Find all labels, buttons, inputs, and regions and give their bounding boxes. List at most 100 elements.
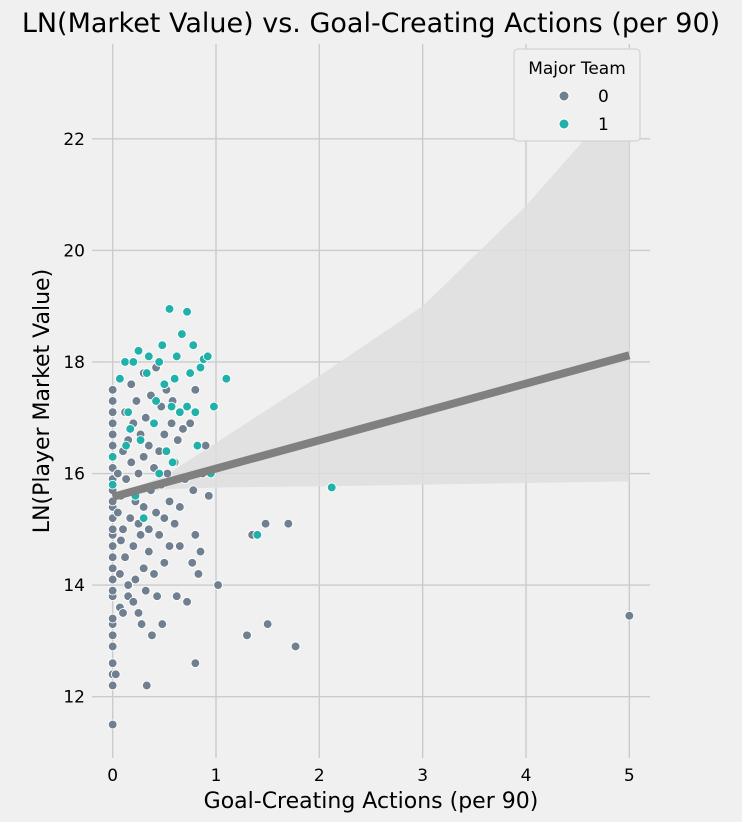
point-major-team-0	[107, 641, 118, 652]
point-major-team-0	[107, 384, 118, 395]
point-major-team-0	[200, 440, 211, 451]
point-major-team-0	[154, 530, 165, 540]
point-major-team-1	[154, 357, 165, 367]
x-tick-label: 5	[624, 766, 635, 786]
point-major-team-0	[159, 513, 170, 523]
point-major-team-0	[166, 418, 177, 429]
point-major-team-0	[152, 591, 162, 602]
point-major-team-0	[164, 541, 175, 551]
chart-title: LN(Market Value) vs. Goal-Creating Actio…	[22, 8, 720, 39]
point-major-team-0	[143, 440, 154, 451]
point-major-team-0	[149, 569, 159, 579]
point-major-team-1	[326, 482, 337, 493]
point-major-team-1	[169, 373, 180, 384]
point-major-team-0	[107, 418, 118, 429]
point-major-team-1	[154, 468, 165, 479]
point-major-team-0	[112, 507, 123, 518]
legend-frame	[513, 48, 641, 142]
point-major-team-0	[185, 418, 196, 429]
point-major-team-1	[182, 401, 192, 412]
scatter-points	[107, 304, 635, 730]
y-tick-label: 16	[63, 465, 85, 485]
point-major-team-0	[121, 474, 131, 484]
point-major-team-1	[115, 373, 125, 384]
point-major-team-0	[164, 496, 175, 507]
point-major-team-0	[138, 563, 149, 574]
point-major-team-1	[202, 351, 213, 362]
point-major-team-0	[107, 552, 118, 563]
point-major-team-1	[123, 407, 134, 418]
y-tick-label: 18	[63, 353, 85, 373]
point-major-team-1	[133, 345, 144, 356]
point-major-team-1	[185, 368, 196, 378]
point-major-team-0	[242, 630, 252, 641]
point-major-team-0	[190, 658, 201, 669]
legend-title: Major Team	[528, 59, 626, 79]
legend-marker-1	[558, 118, 570, 130]
point-major-team-0	[131, 396, 142, 406]
point-major-team-0	[178, 424, 188, 434]
point-major-team-0	[107, 585, 118, 596]
point-major-team-1	[125, 424, 136, 434]
x-tick-label: 4	[521, 766, 532, 786]
point-major-team-1	[164, 304, 175, 314]
point-major-team-0	[107, 563, 118, 574]
legend-marker-0	[558, 90, 570, 102]
point-major-team-0	[116, 535, 126, 546]
point-major-team-1	[171, 351, 182, 362]
point-major-team-0	[107, 429, 118, 440]
point-major-team-0	[126, 379, 137, 390]
point-major-team-1	[167, 457, 178, 468]
point-major-team-1	[128, 357, 139, 367]
point-major-team-0	[125, 513, 136, 523]
point-major-team-0	[138, 451, 149, 462]
y-tick-label: 22	[63, 130, 85, 150]
point-major-team-0	[151, 507, 161, 518]
y-axis-label: LN(Player Market Value)	[30, 269, 55, 533]
point-major-team-0	[107, 613, 118, 624]
confidence-band	[112, 88, 630, 500]
point-major-team-0	[107, 407, 118, 418]
point-major-team-0	[138, 502, 149, 512]
point-major-team-1	[120, 357, 130, 367]
point-major-team-1	[177, 329, 187, 339]
point-major-team-1	[252, 530, 263, 540]
regression-line	[111, 351, 631, 501]
point-major-team-0	[159, 429, 170, 440]
point-major-team-0	[157, 619, 168, 629]
point-major-team-0	[213, 580, 223, 590]
point-major-team-0	[107, 680, 118, 691]
point-major-team-0	[118, 608, 128, 618]
point-major-team-1	[195, 362, 206, 373]
legend-label-1: 1	[598, 115, 609, 135]
point-major-team-0	[107, 541, 118, 551]
point-major-team-0	[133, 608, 144, 618]
point-major-team-1	[192, 440, 203, 451]
regression-line-path	[111, 351, 631, 501]
legend-label-0: 0	[598, 87, 609, 107]
point-major-team-1	[121, 440, 131, 451]
point-major-team-1	[159, 379, 170, 390]
point-major-team-1	[135, 435, 146, 445]
point-major-team-1	[157, 340, 168, 351]
point-major-team-0	[147, 630, 157, 641]
x-tick-label: 2	[314, 766, 325, 786]
point-major-team-0	[159, 557, 170, 568]
point-major-team-0	[107, 574, 118, 585]
point-major-team-0	[172, 435, 183, 445]
confidence-band-area	[112, 88, 630, 500]
point-major-team-0	[110, 669, 121, 680]
point-major-team-0	[190, 530, 201, 540]
point-major-team-0	[112, 468, 123, 479]
point-major-team-0	[107, 630, 118, 641]
point-major-team-0	[624, 610, 635, 621]
point-major-team-0	[140, 585, 151, 596]
point-major-team-1	[107, 451, 118, 462]
point-major-team-0	[107, 719, 118, 730]
point-major-team-0	[182, 596, 192, 607]
point-major-team-0	[174, 541, 185, 551]
legend: Major Team 0 1	[513, 48, 641, 142]
point-major-team-1	[151, 396, 161, 406]
point-major-team-0	[140, 412, 151, 423]
